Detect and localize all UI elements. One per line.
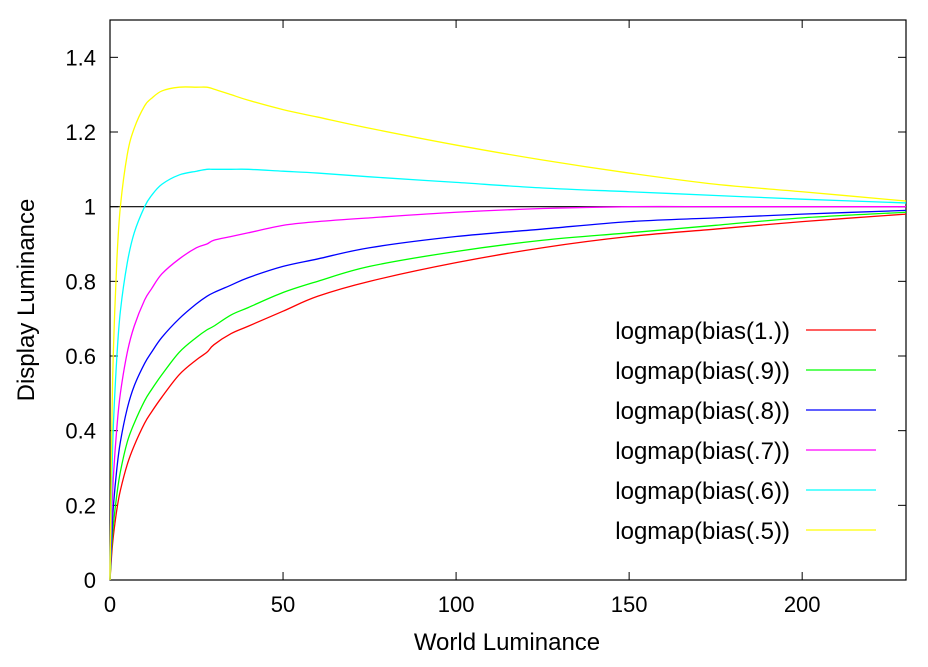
y-tick-label: 1 bbox=[84, 195, 96, 220]
y-tick-label: 0.6 bbox=[65, 344, 96, 369]
series-line-5 bbox=[109, 168, 907, 581]
x-tick-label: 100 bbox=[438, 592, 475, 617]
legend-label: logmap(bias(.9)) bbox=[615, 358, 790, 385]
series-line-2 bbox=[109, 211, 907, 581]
x-tick-label: 50 bbox=[271, 592, 295, 617]
legend-label: logmap(bias(1.)) bbox=[615, 318, 790, 345]
y-tick-label: 1.4 bbox=[65, 45, 96, 70]
y-tick-label: 0.8 bbox=[65, 269, 96, 294]
series-line-6 bbox=[109, 86, 907, 581]
y-tick-label: 0.2 bbox=[65, 493, 96, 518]
y-tick-label: 0 bbox=[84, 568, 96, 593]
x-tick-label: 200 bbox=[784, 592, 821, 617]
legend-label: logmap(bias(.8)) bbox=[615, 398, 790, 425]
y-tick-label: 1.2 bbox=[65, 120, 96, 145]
y-axis-title: Display Luminance bbox=[13, 199, 40, 402]
series-line-4 bbox=[109, 205, 906, 581]
x-axis-title: World Luminance bbox=[414, 629, 600, 656]
series-line-3 bbox=[109, 209, 907, 581]
series-line-1 bbox=[109, 213, 907, 581]
legend-label: logmap(bias(.5)) bbox=[615, 518, 790, 545]
y-tick-label: 0.4 bbox=[65, 419, 96, 444]
legend-label: logmap(bias(.6)) bbox=[615, 478, 790, 505]
x-tick-label: 0 bbox=[104, 592, 116, 617]
plot-frame bbox=[109, 19, 907, 581]
x-tick-label: 150 bbox=[611, 592, 648, 617]
legend-label: logmap(bias(.7)) bbox=[615, 438, 790, 465]
